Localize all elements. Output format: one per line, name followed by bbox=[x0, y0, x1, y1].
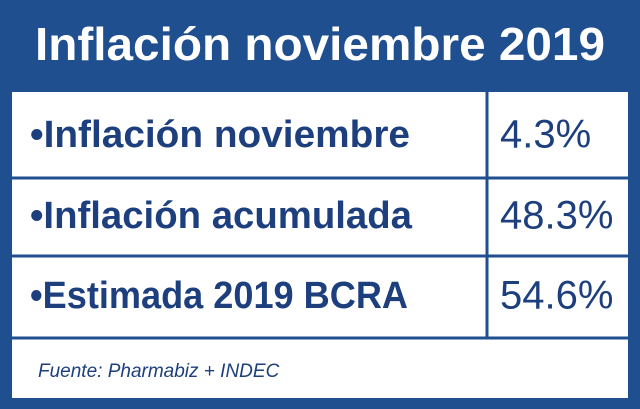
row-label: •Estimada 2019 BCRA bbox=[30, 275, 408, 317]
row-label: •Inflación noviembre bbox=[30, 114, 410, 156]
source: Fuente: Pharmabiz + INDEC bbox=[38, 361, 280, 382]
row-value: 48.3% bbox=[500, 194, 613, 238]
table-grid bbox=[12, 92, 628, 340]
title: Inflación noviembre 2019 bbox=[35, 18, 605, 70]
table-background bbox=[12, 92, 628, 398]
row-label: •Inflación acumulada bbox=[30, 195, 413, 237]
row-value: 54.6% bbox=[500, 274, 613, 318]
row-value: 4.3% bbox=[500, 113, 591, 157]
table-rows: •Inflación noviembre 4.3% •Inflación acumu… bbox=[30, 113, 613, 318]
